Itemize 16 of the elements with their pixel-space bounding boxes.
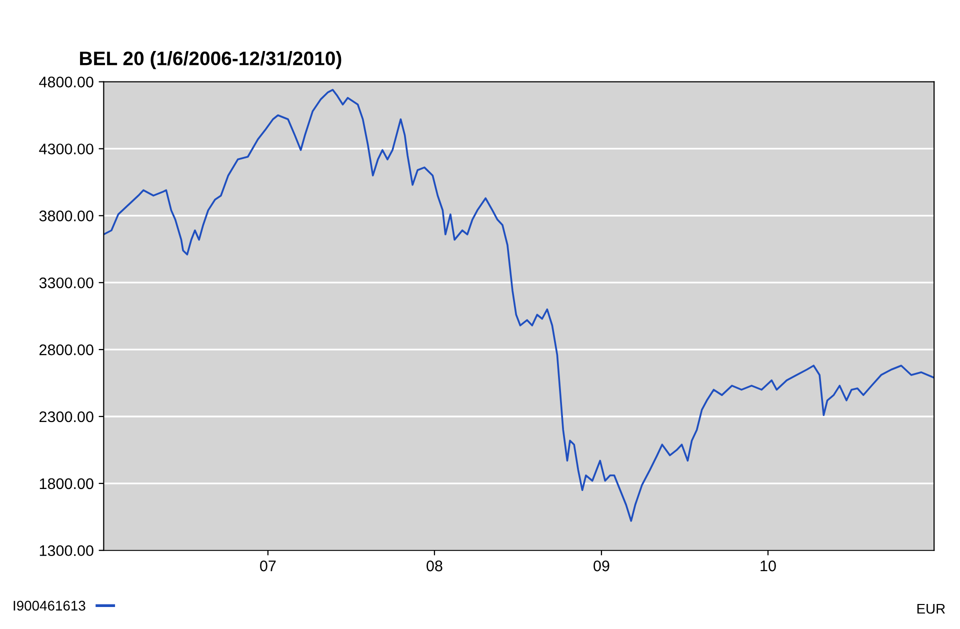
text: EUR (917, 604, 945, 614)
x-tick-label: 07 (260, 560, 276, 572)
y-tick-label: 2800.00 (40, 344, 94, 356)
y-tick-label: 4300.00 (39, 144, 94, 154)
y-tick-label: 4800.00 (39, 76, 94, 88)
x-tick-label: 10 (760, 560, 776, 572)
x-tick-label: 08 (426, 560, 442, 572)
y-tick-label: 3800.00 (39, 210, 94, 222)
x-tick-label: 09 (594, 560, 610, 572)
y-tick-label: 2300.00 (40, 411, 94, 422)
legend-label: I900461613 (14, 600, 86, 611)
y-tick-label: 1300.00 (40, 545, 94, 556)
y-tick-label: 3300.00 (39, 277, 94, 288)
y-tick-label: 1800.00 (40, 478, 94, 490)
line-series (104, 88, 934, 522)
chart-title: BEL 20 (1/6/2006-12/31/2010) (80, 51, 342, 70)
